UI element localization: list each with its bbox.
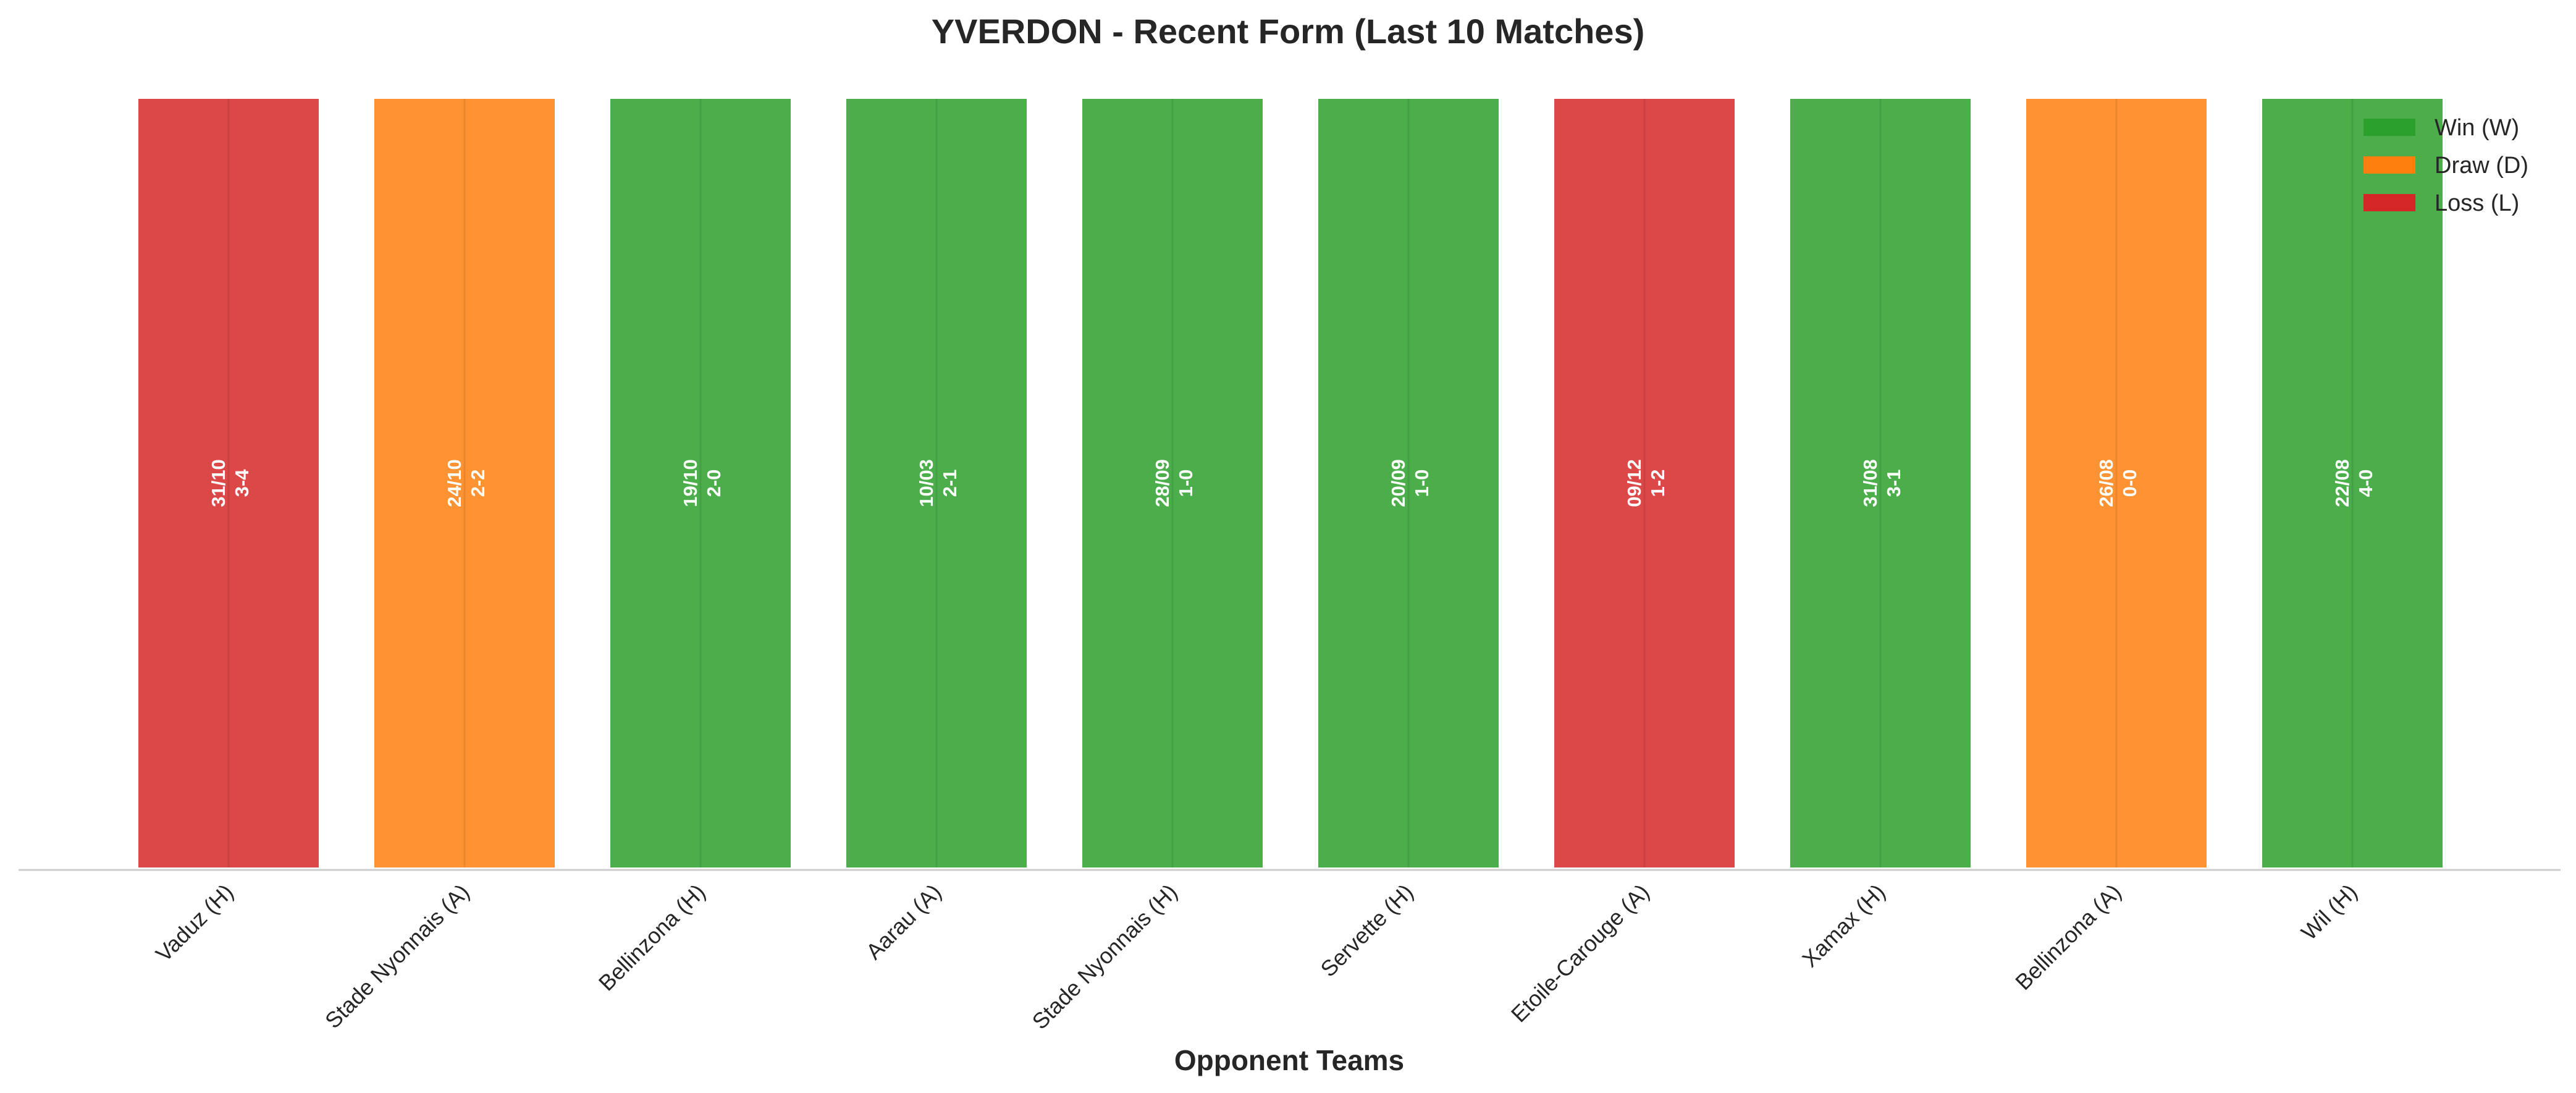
bar-date-label: 10/03 <box>915 459 937 507</box>
bar-score-label: 2-0 <box>703 470 725 497</box>
bar-date-label: 28/09 <box>1151 459 1173 507</box>
bar-8 <box>1788 96 1973 870</box>
chart-title: YVERDON - Recent Form (Last 10 Matches) <box>932 12 1644 51</box>
bars-layer: 31/10 3-4 24/10 2-2 19/10 2-0 10/03 2-1 28/09 1-0… <box>136 96 2445 870</box>
bar-10 <box>2260 96 2445 870</box>
x-tick-label-5: Stade Nyonnais (H) <box>1027 879 1182 1034</box>
bar-date-label: 20/09 <box>1387 459 1409 507</box>
bar-score-label: 1-2 <box>1647 470 1669 497</box>
bar-label-4: 10/03 2-1 <box>915 459 961 507</box>
x-tick-label-7: Etoile-Carouge (A) <box>1506 879 1654 1028</box>
x-tick-label-8: Xamax (H) <box>1797 879 1890 973</box>
bar-5 <box>1080 96 1265 870</box>
bar-date-label: 09/12 <box>1623 459 1645 507</box>
bar-date-label: 22/08 <box>2331 459 2353 507</box>
x-tick-label-9: Bellinzona (A) <box>2010 879 2126 995</box>
legend-swatch-l <box>2363 194 2415 211</box>
bar-label-7: 09/12 1-2 <box>1623 459 1669 507</box>
bar-label-2: 24/10 2-2 <box>444 459 489 507</box>
bar-7 <box>1552 96 1737 870</box>
x-tick-label-10: Wil (H) <box>2296 879 2362 945</box>
bar-label-1: 31/10 3-4 <box>208 459 253 507</box>
legend-label-d: Draw (D) <box>2435 153 2528 179</box>
bar-date-label: 31/08 <box>1859 459 1881 507</box>
x-tick-label-4: Aarau (A) <box>861 879 946 964</box>
x-tick-label-3: Bellinzona (H) <box>594 879 710 996</box>
bar-score-label: 3-1 <box>1883 470 1905 497</box>
bar-label-5: 28/09 1-0 <box>1151 459 1197 507</box>
legend: Win (W) Draw (D) Loss (L) <box>2363 115 2528 216</box>
bar-date-label: 31/10 <box>208 459 229 507</box>
legend-label-l: Loss (L) <box>2435 190 2519 216</box>
x-tick-label-6: Servette (H) <box>1315 879 1418 982</box>
legend-label-w: Win (W) <box>2435 115 2519 141</box>
bar-score-label: 1-0 <box>1175 470 1197 497</box>
bar-1 <box>136 96 321 870</box>
bar-score-label: 1-0 <box>1411 470 1433 497</box>
bar-9 <box>2024 96 2209 870</box>
bar-4 <box>844 96 1029 870</box>
bar-2 <box>372 96 557 870</box>
bar-3 <box>608 96 793 870</box>
legend-swatch-d <box>2363 156 2415 174</box>
bar-label-9: 26/08 0-0 <box>2095 459 2140 507</box>
legend-swatch-w <box>2363 119 2415 136</box>
bar-score-label: 2-1 <box>939 470 961 497</box>
bar-label-10: 22/08 4-0 <box>2331 459 2376 507</box>
x-tick-labels: Vaduz (H) Stade Nyonnais (A) Bellinzona (H… <box>151 879 2362 1034</box>
bar-date-label: 19/10 <box>680 459 701 507</box>
bar-label-8: 31/08 3-1 <box>1859 459 1905 507</box>
x-tick-label-2: Stade Nyonnais (A) <box>320 879 474 1034</box>
x-tick-label-1: Vaduz (H) <box>151 879 238 967</box>
bar-label-6: 20/09 1-0 <box>1387 459 1433 507</box>
bar-label-3: 19/10 2-0 <box>680 459 725 507</box>
bar-score-label: 4-0 <box>2355 470 2376 497</box>
bar-score-label: 0-0 <box>2119 470 2140 497</box>
bar-date-label: 26/08 <box>2095 459 2117 507</box>
x-axis-label: Opponent Teams <box>1174 1044 1404 1076</box>
bar-6 <box>1316 96 1501 870</box>
bar-score-label: 3-4 <box>231 469 253 497</box>
bar-score-label: 2-2 <box>467 470 489 497</box>
bar-date-label: 24/10 <box>444 459 465 507</box>
